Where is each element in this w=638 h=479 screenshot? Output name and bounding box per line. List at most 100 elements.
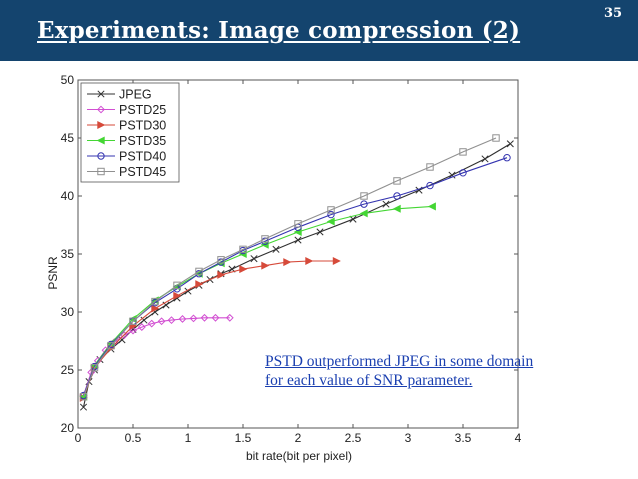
data-point [283, 258, 292, 267]
data-point [392, 204, 401, 213]
data-point [140, 316, 148, 324]
y-tick-label: 40 [61, 189, 75, 203]
data-point [305, 256, 314, 265]
data-point [393, 192, 401, 200]
data-point [272, 245, 280, 253]
legend-label: PSTD30 [119, 119, 166, 133]
marker-stroke [140, 316, 148, 324]
data-point [316, 228, 324, 236]
data-point [217, 256, 225, 264]
data-point [90, 363, 99, 372]
y-tick-label: 30 [61, 305, 75, 319]
legend-box [80, 82, 180, 183]
data-point [173, 281, 181, 290]
data-point [503, 154, 511, 162]
data-point [261, 235, 269, 243]
data-point [360, 200, 368, 208]
data-point [167, 316, 176, 325]
data-point [178, 315, 187, 323]
data-point [481, 155, 489, 163]
legend-entry-pstd25: PSTD25 [87, 103, 166, 117]
legend-label: PSTD40 [119, 150, 166, 164]
data-point [239, 265, 248, 274]
marker-stroke [382, 200, 390, 208]
data-point [448, 171, 456, 179]
x-tick-label: 2 [295, 431, 302, 445]
data-point [217, 270, 226, 279]
data-point [459, 169, 467, 177]
data-point [506, 140, 514, 148]
legend-entry-pstd40: PSTD40 [87, 150, 166, 164]
data-point [97, 167, 105, 176]
data-point [327, 206, 335, 214]
y-axis-label: PSNR [46, 256, 60, 290]
marker-stroke [506, 140, 514, 148]
series-pstd45 [79, 134, 500, 401]
data-point [151, 297, 159, 306]
data-point [360, 192, 368, 200]
page-number: 35 [604, 6, 623, 21]
data-point [189, 314, 198, 323]
data-point [492, 134, 500, 142]
data-point [129, 326, 137, 335]
x-tick-label: 0 [75, 431, 82, 445]
data-point [294, 220, 302, 228]
data-point [426, 163, 434, 171]
x-tick-label: 3.5 [455, 431, 472, 445]
legend-entry-jpeg: JPEG [87, 88, 152, 102]
data-point [97, 105, 105, 114]
data-point [382, 200, 390, 208]
marker-stroke [316, 228, 324, 236]
legend-label: PSTD35 [119, 134, 166, 148]
data-point [332, 256, 341, 265]
legend-label: PSTD25 [119, 103, 166, 117]
legend-entry-pstd35: PSTD35 [87, 134, 166, 148]
data-point [97, 90, 105, 98]
data-point [393, 177, 401, 185]
legend-entry-pstd30: PSTD30 [87, 119, 166, 133]
marker-stroke [162, 301, 170, 309]
data-point [195, 280, 204, 289]
legend-label: PSTD45 [119, 165, 166, 179]
x-tick-label: 4 [515, 431, 522, 445]
data-point [426, 181, 434, 190]
x-tick-label: 2.5 [345, 431, 362, 445]
data-point [239, 245, 247, 254]
data-point [261, 261, 270, 270]
marker-stroke [294, 236, 302, 244]
slide-title: Experiments: Image compression (2) [37, 17, 521, 44]
marker-stroke [448, 171, 456, 179]
series-line [82, 137, 497, 397]
data-point [147, 319, 156, 328]
data-point [79, 392, 88, 401]
data-point [326, 217, 335, 226]
data-point [79, 403, 88, 411]
data-point [294, 236, 302, 244]
y-tick-label: 50 [61, 73, 75, 87]
legend-entry-pstd45: PSTD45 [87, 165, 166, 179]
marker-stroke [250, 255, 258, 263]
x-tick-label: 0.5 [125, 431, 142, 445]
y-tick-label: 35 [61, 247, 75, 261]
series-layer [79, 134, 514, 411]
data-point [427, 202, 436, 211]
marker-stroke [97, 90, 105, 98]
annotation-line-2: for each value of SNR parameter. [265, 372, 473, 389]
data-point [195, 267, 203, 276]
data-point [200, 313, 209, 322]
y-tick-label: 25 [61, 363, 75, 377]
marker-stroke [272, 245, 280, 253]
x-axis-label: bit rate(bit per pixel) [246, 449, 352, 463]
data-point [173, 291, 182, 300]
data-point [129, 317, 137, 325]
axis-ticks: 0 0.5 1 1.5 2 2.5 3 3.5 4 20 25 30 35 40 45 50 [61, 73, 522, 445]
data-point [359, 209, 368, 218]
annotation-note: PSTD outperformed JPEG in some domain fo… [265, 352, 635, 390]
x-tick-label: 1.5 [235, 431, 252, 445]
marker-stroke [151, 308, 159, 316]
data-point [97, 152, 105, 160]
data-point [96, 136, 105, 145]
legend-label: JPEG [119, 88, 152, 102]
